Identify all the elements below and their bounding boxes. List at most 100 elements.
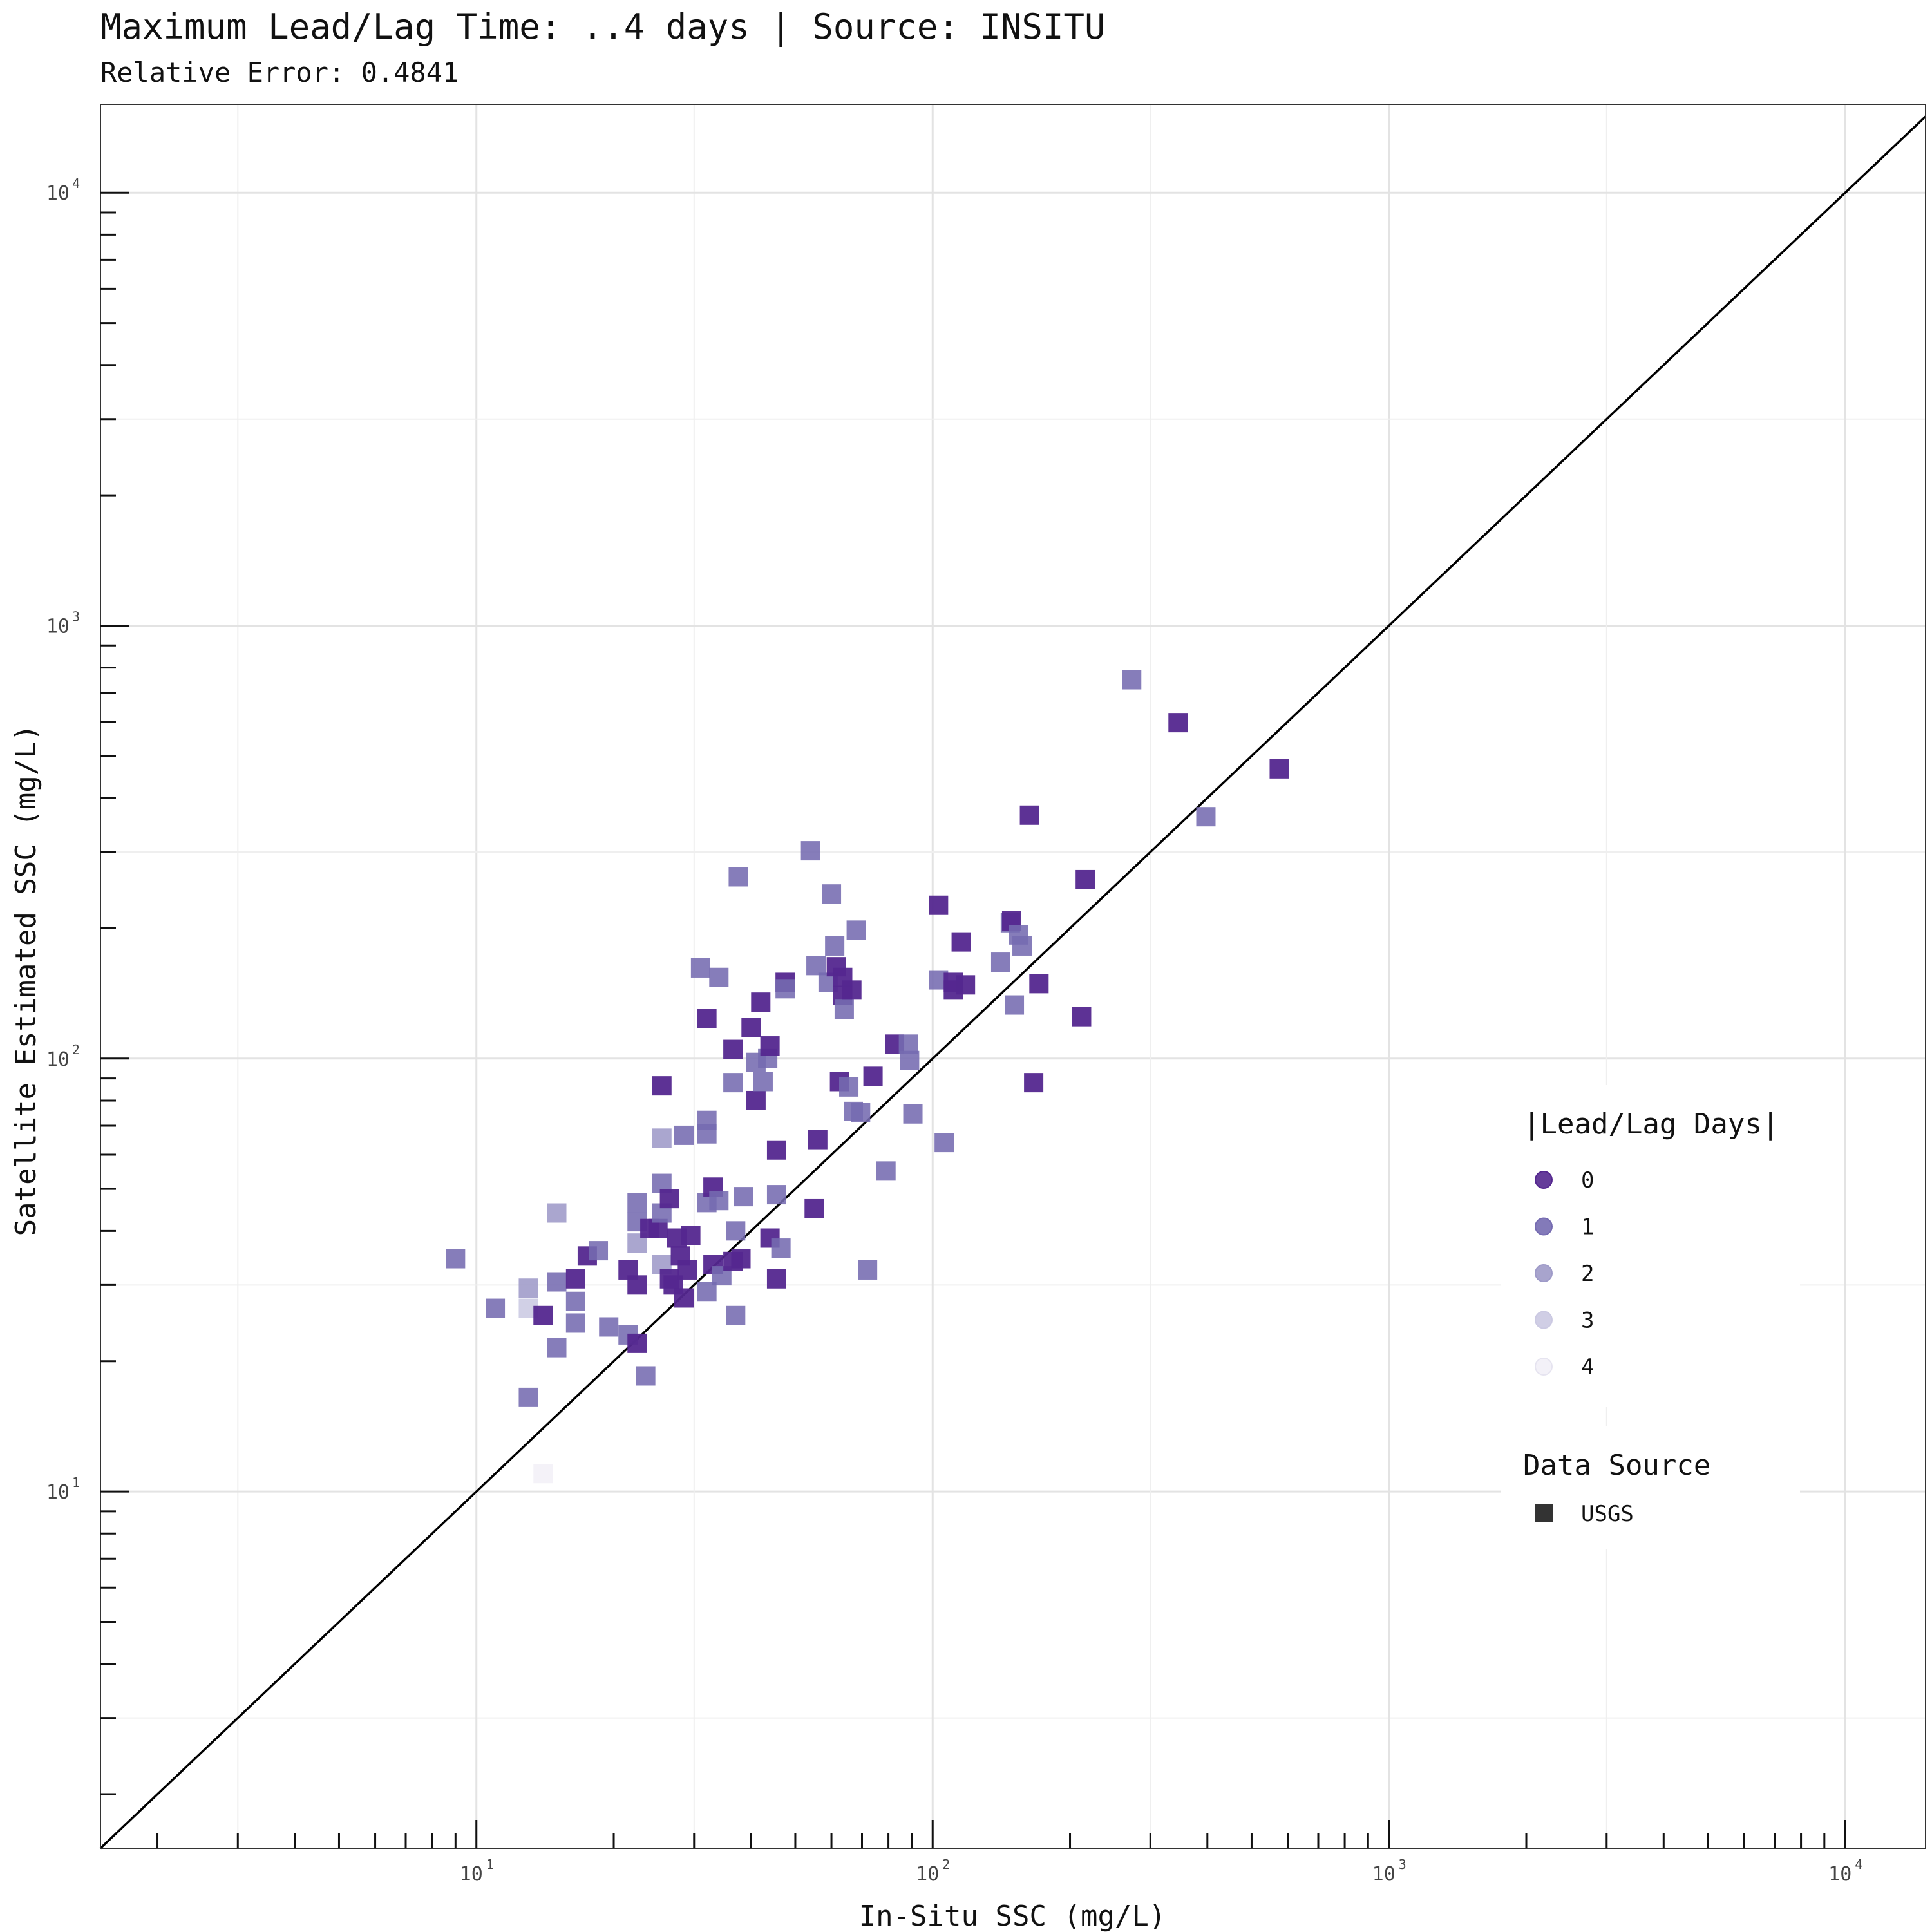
- data-point: [751, 992, 771, 1012]
- chart-title: Maximum Lead/Lag Time: ..4 days | Source…: [100, 6, 1106, 47]
- data-point: [681, 1226, 701, 1245]
- data-point: [929, 895, 949, 915]
- data-point: [898, 1034, 918, 1054]
- y-tick-label: 10: [46, 1481, 70, 1504]
- y-axis-label: Satellite Estimated SSC (mg/L): [10, 724, 43, 1236]
- data-point: [1072, 1007, 1092, 1027]
- plot-area-frame: [100, 104, 1926, 1849]
- data-point: [674, 1288, 694, 1308]
- data-point: [1122, 670, 1142, 690]
- data-point: [726, 1305, 746, 1325]
- y-tick-label: 10: [46, 1048, 70, 1071]
- legend: |Lead/Lag Days| 0 1 2 3 4 Data Source USGS: [1501, 1085, 1800, 1549]
- chart-subtitle: Relative Error: 0.4841: [100, 57, 459, 88]
- data-point: [876, 1161, 896, 1181]
- data-point: [934, 1133, 954, 1153]
- data-point: [851, 1103, 871, 1122]
- legend-color-label: 3: [1581, 1308, 1594, 1334]
- data-point: [1196, 807, 1216, 827]
- data-point: [709, 967, 729, 987]
- data-point: [808, 1130, 828, 1150]
- x-tick-label-exponent: 1: [486, 1857, 494, 1872]
- data-point: [1019, 805, 1039, 825]
- data-point: [1269, 759, 1289, 779]
- y-tick-label: 10: [46, 616, 70, 638]
- one-to-one-line: [99, 115, 1927, 1850]
- data-point: [533, 1305, 553, 1325]
- legend-shape-label: USGS: [1581, 1501, 1634, 1527]
- data-point: [775, 979, 795, 999]
- legend-color-swatch: [1535, 1358, 1553, 1376]
- data-point: [518, 1278, 538, 1298]
- y-tick-label: 10: [46, 182, 70, 205]
- data-point: [990, 952, 1010, 972]
- data-point: [723, 1073, 743, 1093]
- data-point: [723, 1039, 743, 1059]
- y-tick-label-exponent: 2: [72, 1042, 80, 1057]
- data-point: [800, 841, 820, 861]
- legend-color-entries: 0 1 2 3 4: [1535, 1168, 1594, 1380]
- data-point: [547, 1203, 567, 1223]
- data-point: [518, 1387, 538, 1407]
- x-tick-label: 10: [1828, 1863, 1852, 1886]
- legend-background: [1501, 1085, 1800, 1407]
- data-point: [652, 1128, 672, 1148]
- data-point: [677, 1260, 697, 1280]
- data-point: [766, 1140, 786, 1160]
- data-point: [806, 956, 826, 976]
- data-point: [900, 1050, 920, 1070]
- data-point: [728, 867, 748, 887]
- legend-color-title: |Lead/Lag Days|: [1523, 1108, 1779, 1141]
- data-point: [760, 1036, 780, 1056]
- x-tick-label: 10: [1372, 1863, 1396, 1886]
- legend-color-swatch: [1535, 1311, 1553, 1329]
- y-tick-label-exponent: 3: [72, 609, 80, 625]
- data-point: [1024, 1073, 1044, 1093]
- data-point: [652, 1076, 672, 1096]
- legend-color-swatch: [1535, 1171, 1553, 1189]
- data-point: [734, 1187, 753, 1207]
- x-tick-label-exponent: 4: [1855, 1857, 1862, 1872]
- data-points: [446, 670, 1289, 1484]
- data-point: [863, 1066, 883, 1086]
- data-point: [834, 999, 854, 1019]
- legend-shape-entries: USGS: [1535, 1501, 1634, 1527]
- data-point: [589, 1241, 609, 1261]
- legend-color-swatch: [1535, 1264, 1553, 1282]
- data-point: [804, 1198, 824, 1218]
- x-tick-label-exponent: 3: [1399, 1857, 1406, 1872]
- data-point: [903, 1104, 923, 1124]
- data-point: [565, 1269, 585, 1289]
- data-point: [771, 1238, 791, 1258]
- x-tick-label-exponent: 2: [942, 1857, 950, 1872]
- data-point: [741, 1018, 761, 1037]
- data-point: [565, 1291, 585, 1311]
- legend-color-label: 1: [1581, 1215, 1594, 1240]
- data-point: [486, 1298, 506, 1318]
- data-point: [446, 1249, 466, 1269]
- data-point: [599, 1317, 619, 1337]
- y-tick-label-exponent: 4: [72, 176, 80, 191]
- data-point: [842, 980, 862, 1000]
- data-point: [839, 1077, 859, 1097]
- data-point: [753, 1072, 773, 1092]
- data-point: [1075, 869, 1095, 889]
- x-tick-label: 10: [460, 1863, 483, 1886]
- data-point: [636, 1366, 656, 1386]
- legend-shape-background: [1501, 1426, 1800, 1549]
- data-point: [956, 975, 976, 995]
- data-point: [846, 920, 866, 940]
- data-point: [659, 1189, 679, 1209]
- data-point: [697, 1008, 717, 1028]
- data-point: [627, 1333, 647, 1353]
- y-tick-label-exponent: 1: [72, 1475, 80, 1490]
- data-point: [547, 1338, 567, 1358]
- data-point: [858, 1260, 878, 1280]
- x-axis-label: In-Situ SSC (mg/L): [859, 1900, 1166, 1932]
- legend-color-label: 2: [1581, 1261, 1594, 1287]
- legend-shape-swatch: [1535, 1504, 1553, 1522]
- data-point: [731, 1249, 751, 1269]
- legend-color-label: 4: [1581, 1354, 1594, 1380]
- data-point: [766, 1185, 786, 1205]
